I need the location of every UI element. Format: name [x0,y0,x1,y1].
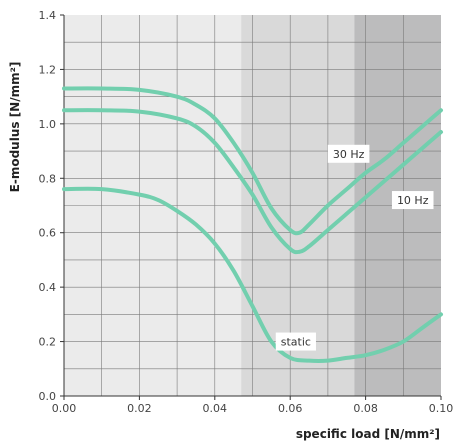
label-text: 30 Hz [333,148,365,161]
series-line-30-hz [62,86,443,236]
label-text: static [281,336,311,349]
label-30-hz: 30 Hz [327,144,370,163]
y-tick-label: 1.2 [39,63,57,76]
x-tick-label: 0.02 [127,402,152,415]
series-line-10-hz [62,108,443,255]
y-tick-label: 1.4 [39,9,57,22]
series-line-static [62,186,443,363]
x-tick-label: 0.04 [203,402,228,415]
x-tick-label: 0.00 [52,402,77,415]
axes [63,15,441,397]
y-tick-label: 0.0 [39,390,57,403]
tick-labels: 0.00 0.02 0.04 0.06 0.08 0.10 0.0 0.2 0.4 0.6 0.8 1… [39,9,454,415]
x-tick-label: 0.06 [278,402,303,415]
x-tick-label: 0.08 [353,402,378,415]
y-tick-label: 0.6 [39,227,57,240]
label-box [327,144,370,163]
x-tick-label: 0.10 [429,402,454,415]
y-tick-label: 0.4 [39,281,57,294]
label-10-hz: 10 Hz [391,191,434,210]
label-text: 10 Hz [397,194,429,207]
series-lines [62,86,443,363]
label-box [275,332,316,351]
x-axis-title: specific load [N/mm²] [296,427,440,441]
annotations: 30 Hz 10 Hz static [275,144,434,351]
y-axis-title: E-modulus [N/mm²] [8,62,22,193]
y-tick-label: 0.8 [39,172,57,185]
label-box [391,191,434,210]
y-tick-label: 0.2 [39,336,57,349]
label-static: static [275,332,316,351]
y-tick-label: 1.0 [39,118,57,131]
